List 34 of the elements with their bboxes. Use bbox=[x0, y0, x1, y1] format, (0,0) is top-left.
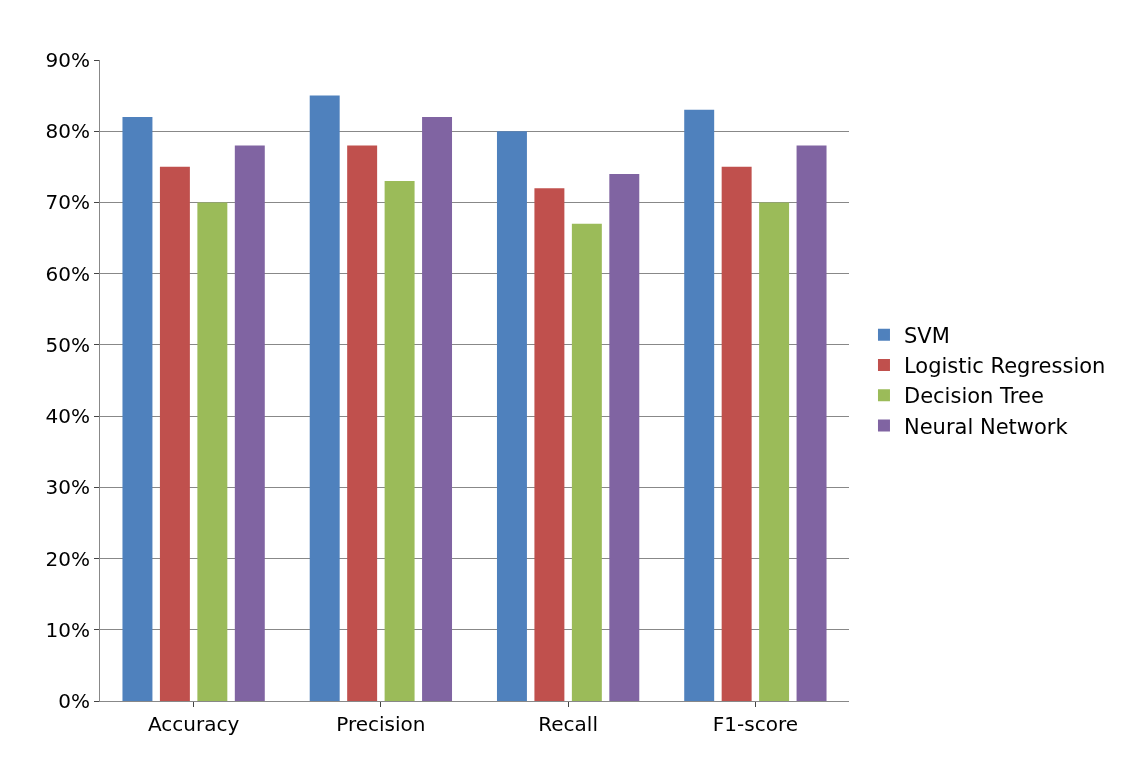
x-tick-label: Precision bbox=[336, 712, 426, 736]
y-tick-label: 50% bbox=[45, 332, 90, 357]
legend-label: Neural Network bbox=[903, 414, 1069, 439]
bar bbox=[609, 173, 640, 701]
bar bbox=[122, 116, 153, 701]
bar bbox=[197, 202, 228, 701]
bar bbox=[571, 223, 602, 701]
y-tick-label: 10% bbox=[45, 617, 90, 642]
y-tick-label: 80% bbox=[45, 119, 90, 144]
x-tick-label: Recall bbox=[538, 712, 598, 736]
y-tick-label: 0% bbox=[58, 689, 90, 713]
y-tick-label: 30% bbox=[45, 475, 90, 500]
y-tick-label: 90% bbox=[45, 48, 90, 72]
bar bbox=[721, 166, 752, 701]
bar bbox=[384, 181, 415, 701]
bar bbox=[234, 145, 265, 701]
bar bbox=[759, 202, 790, 701]
bar bbox=[422, 116, 453, 701]
legend-label: SVM bbox=[903, 323, 950, 348]
y-tick-label: 20% bbox=[45, 546, 90, 571]
bar bbox=[496, 131, 527, 701]
bar bbox=[347, 145, 378, 701]
y-tick-label: 70% bbox=[45, 190, 90, 215]
y-tick-label: 40% bbox=[45, 404, 90, 429]
bar bbox=[534, 188, 565, 701]
x-tick-label: F1-score bbox=[712, 712, 798, 736]
y-tick-label: 60% bbox=[45, 261, 90, 286]
bar bbox=[684, 109, 715, 701]
x-tick-label: Accuracy bbox=[147, 712, 240, 736]
legend-label: Decision Tree bbox=[903, 384, 1044, 409]
legend-label: Logistic Regression bbox=[903, 354, 1106, 379]
bar bbox=[159, 166, 190, 701]
bar bbox=[309, 95, 340, 701]
bar bbox=[796, 145, 827, 701]
